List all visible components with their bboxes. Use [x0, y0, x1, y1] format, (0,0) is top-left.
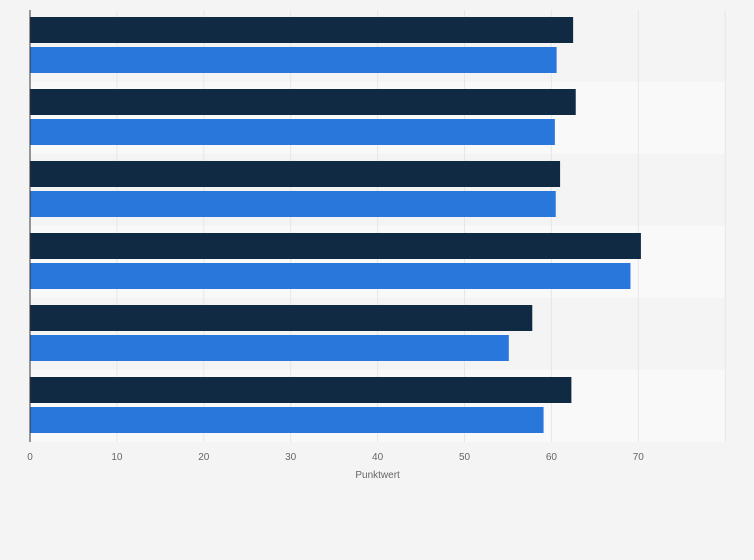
- bar-series-2: [30, 47, 557, 73]
- bars: [30, 17, 641, 433]
- bar-series-2: [30, 407, 544, 433]
- bar-series-1: [30, 161, 561, 187]
- x-tick-label: 50: [459, 452, 471, 463]
- bar-series-1: [30, 17, 574, 43]
- x-tick-label: 0: [27, 452, 33, 463]
- grid-lines: [116, 10, 726, 442]
- x-tick-label: 70: [633, 452, 645, 463]
- x-axis-ticks: 0 10 20 30 40 50 60 70: [27, 452, 644, 463]
- x-tick-label: 60: [546, 452, 558, 463]
- x-tick-label: 30: [285, 452, 297, 463]
- bar-series-1: [30, 233, 641, 259]
- x-tick-label: 40: [372, 452, 384, 463]
- x-tick-label: 20: [198, 452, 210, 463]
- bar-series-2: [30, 335, 509, 361]
- bar-series-1: [30, 377, 572, 403]
- bar-series-1: [30, 305, 533, 331]
- x-tick-label: 10: [111, 452, 123, 463]
- bar-series-1: [30, 89, 576, 115]
- bar-series-2: [30, 191, 556, 217]
- bar-series-2: [30, 263, 631, 289]
- x-axis-title: Punktwert: [355, 470, 400, 481]
- bar-series-2: [30, 119, 555, 145]
